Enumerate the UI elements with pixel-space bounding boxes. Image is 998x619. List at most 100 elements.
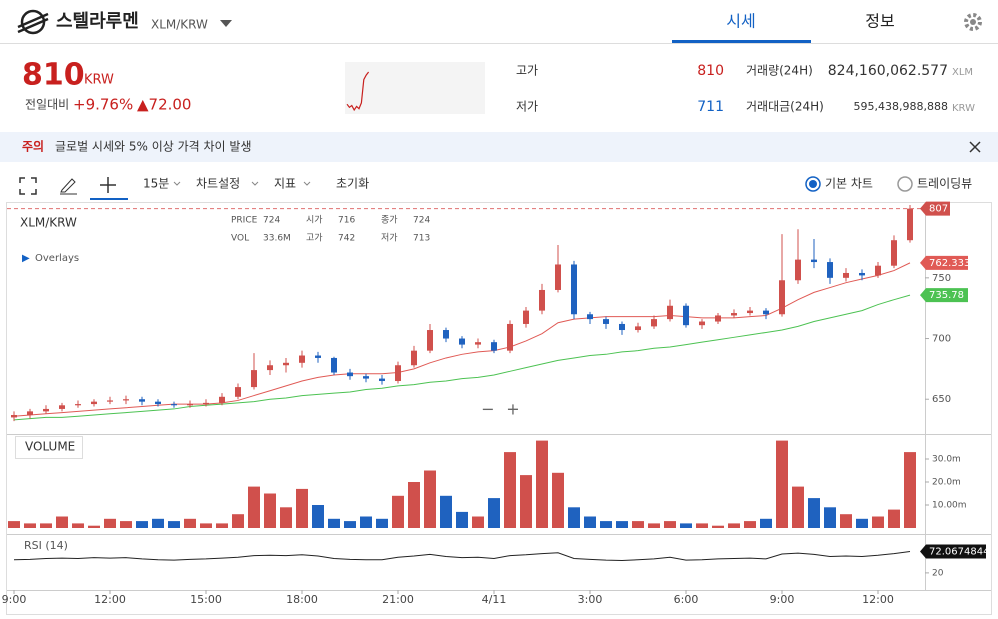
- candle-body: [267, 365, 273, 371]
- legend-value: 724: [263, 216, 280, 226]
- x-tick-label: 21:00: [382, 593, 414, 606]
- change-pct: +9.76%: [73, 96, 133, 114]
- change-label: 전일대비: [25, 98, 69, 112]
- candle-body: [699, 321, 705, 326]
- zoom-in[interactable]: +: [506, 400, 519, 419]
- rsi-title: RSI (14): [24, 539, 68, 552]
- radio[interactable]: [805, 176, 821, 192]
- candle-body: [171, 404, 177, 406]
- x-tick-label: 12:00: [862, 593, 894, 606]
- candle-body: [891, 240, 897, 266]
- value-tag: [920, 544, 986, 559]
- candle-body: [683, 305, 689, 326]
- volume-bar: [72, 523, 84, 528]
- candle-body: [779, 280, 785, 315]
- candle-body: [859, 272, 865, 276]
- chart-settings[interactable]: 차트설정: [196, 177, 240, 191]
- volume-bar: [104, 518, 116, 528]
- candle-body: [747, 310, 753, 314]
- x-tick-label: 3:00: [578, 593, 603, 606]
- candle-body: [363, 376, 369, 379]
- interval[interactable]: 15분: [143, 177, 169, 191]
- candle-body: [619, 323, 625, 331]
- mode[interactable]: 트레이딩뷰: [917, 177, 972, 191]
- moving-average: [13, 262, 911, 417]
- volume-bar: [456, 511, 468, 528]
- legend-value: 724: [413, 216, 430, 226]
- volume-bar: [200, 523, 212, 528]
- x-tick-label: 15:00: [190, 593, 222, 606]
- unit: XLM: [952, 67, 973, 78]
- candle-body: [875, 265, 881, 276]
- x-tick-label: 18:00: [286, 593, 318, 606]
- value-tag-label: 807: [929, 204, 948, 215]
- chart-frame: [6, 202, 992, 615]
- sparkline: [346, 71, 370, 112]
- low: 711: [697, 99, 724, 115]
- candle-body: [763, 310, 769, 315]
- volume-bar: [728, 523, 740, 528]
- settings-icon[interactable]: [964, 13, 982, 31]
- candle-body: [123, 399, 129, 401]
- candle-body: [11, 415, 17, 418]
- candle-body: [139, 399, 145, 402]
- fullscreen-icon[interactable]: [19, 177, 37, 195]
- volume-bar: [376, 518, 388, 528]
- chart-symbol: XLM/KRW: [20, 216, 77, 230]
- candle-body: [251, 370, 257, 388]
- candle-body: [603, 319, 609, 324]
- volume-bar: [184, 518, 196, 528]
- volume-bar: [168, 521, 180, 528]
- volume-bar: [424, 470, 436, 528]
- currency: KRW: [84, 73, 114, 88]
- candle-body: [459, 338, 465, 345]
- reset[interactable]: 초기화: [336, 177, 369, 191]
- volume-bar: [120, 521, 132, 528]
- label: 거래대금(24H): [746, 100, 824, 114]
- tab[interactable]: 시세: [726, 12, 755, 31]
- label: 고가: [516, 64, 538, 78]
- tab[interactable]: 정보: [865, 12, 894, 31]
- value-tag-label: 762.333: [929, 258, 970, 269]
- candle-body: [539, 289, 545, 311]
- candle-body: [235, 387, 241, 397]
- radio[interactable]: [897, 176, 913, 192]
- v-tick-label: 30.0m: [932, 455, 961, 465]
- volume-bar: [792, 486, 804, 528]
- volume-bar: [136, 521, 148, 528]
- label: 저가: [516, 100, 538, 114]
- dropdown[interactable]: [220, 20, 232, 27]
- candle-body: [43, 408, 49, 412]
- volume-bar: [8, 521, 20, 528]
- candle-body: [523, 310, 529, 324]
- y-tick-label: 700: [932, 334, 951, 345]
- draw-icon[interactable]: [60, 178, 77, 195]
- candle-body: [443, 330, 449, 339]
- legend-value: 716: [338, 216, 355, 226]
- zoom-out[interactable]: −: [481, 400, 494, 419]
- candle-body: [827, 262, 833, 278]
- legend-value: 742: [338, 234, 355, 244]
- volume-bar: [824, 507, 836, 528]
- overlays[interactable]: Overlays: [35, 253, 79, 264]
- volume-bar: [760, 518, 772, 528]
- coin-name: 스텔라루멘: [56, 11, 139, 32]
- candle-body: [571, 264, 577, 315]
- indicators[interactable]: 지표: [274, 177, 296, 191]
- close-icon[interactable]: [969, 141, 981, 153]
- candle-body: [379, 378, 385, 382]
- overlays-arrow[interactable]: ▶: [22, 253, 30, 264]
- volume-bar: [328, 518, 340, 528]
- candle-body: [651, 319, 657, 327]
- crosshair-icon[interactable]: [100, 177, 116, 193]
- volume-bar: [232, 514, 244, 528]
- moving-average: [13, 294, 911, 421]
- legend-label: 시가: [306, 215, 323, 226]
- mode[interactable]: 기본 차트: [825, 177, 873, 191]
- candle-body: [331, 357, 337, 373]
- volume-bar: [664, 521, 676, 528]
- volume-bar: [312, 505, 324, 528]
- volume-bar: [568, 507, 580, 528]
- volume-bar: [392, 495, 404, 528]
